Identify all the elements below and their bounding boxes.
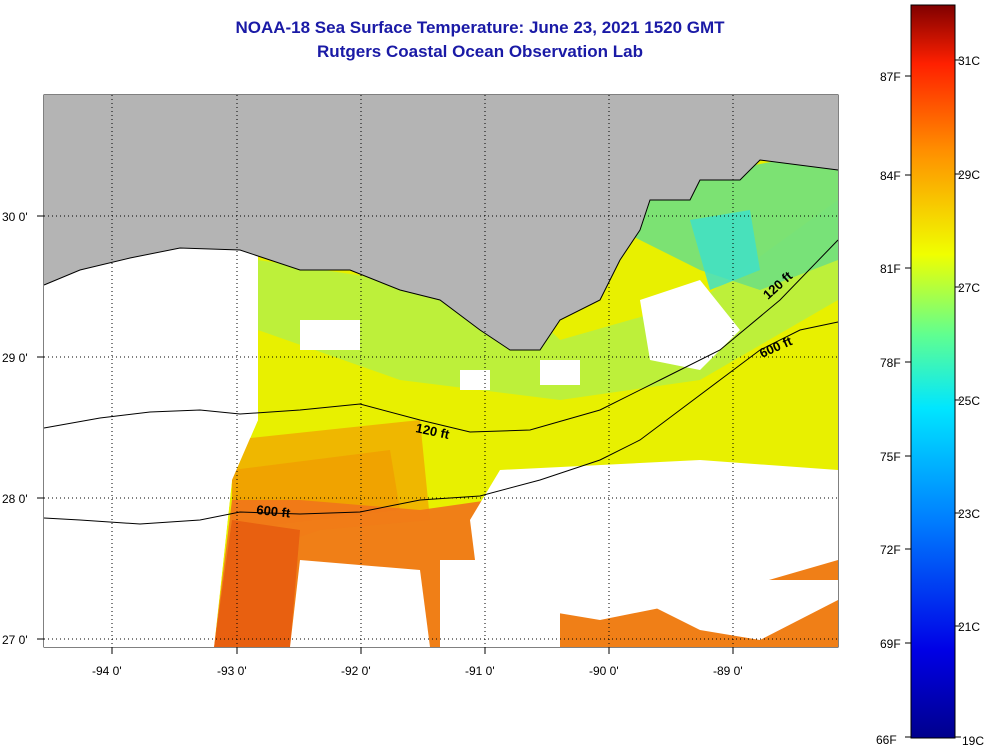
colorbar xyxy=(910,4,956,739)
colorbar-label-c: 21C xyxy=(958,620,980,634)
sst-imagery xyxy=(44,95,838,647)
land-mass xyxy=(44,95,838,350)
grid-lines xyxy=(44,95,838,647)
colorbar-label-f: 69F xyxy=(880,637,901,651)
colorbar-label-c: 23C xyxy=(958,507,980,521)
x-tick-label: -91 0' xyxy=(465,664,495,678)
contour-600ft xyxy=(43,321,839,525)
contour-label-600-west: 600 ft xyxy=(256,502,292,521)
x-tick-label: -90 0' xyxy=(589,664,619,678)
map-title: NOAA-18 Sea Surface Temperature: June 23… xyxy=(235,18,725,37)
colorbar-label-f: 81F xyxy=(880,262,901,276)
colorbar-label-c: 31C xyxy=(958,54,980,68)
contour-120ft xyxy=(43,239,839,433)
x-tick-label: -93 0' xyxy=(217,664,247,678)
colorbar-label-c: 27C xyxy=(958,281,980,295)
colorbar-label-c: 29C xyxy=(958,168,980,182)
colorbar-label-f: 72F xyxy=(880,543,901,557)
y-tick-label: 30 0' xyxy=(2,210,28,224)
y-tick-label: 28 0' xyxy=(2,492,28,506)
y-tick-label: 27 0' xyxy=(2,633,28,647)
colorbar-label-f: 87F xyxy=(880,70,901,84)
y-tick-label: 29 0' xyxy=(2,351,28,365)
colorbar-label-f: 75F xyxy=(880,450,901,464)
colorbar-label-f: 66F xyxy=(876,733,897,747)
colorbar-label-f: 78F xyxy=(880,356,901,370)
x-tick-label: -89 0' xyxy=(713,664,743,678)
contour-label-120-south: 120 ft xyxy=(414,420,451,442)
axis-ticks xyxy=(37,215,734,654)
colorbar-ticks xyxy=(905,59,961,738)
colorbar-label-c: 25C xyxy=(958,394,980,408)
colorbar-label-f: 84F xyxy=(880,169,901,183)
x-tick-label: -92 0' xyxy=(341,664,371,678)
map-subtitle: Rutgers Coastal Ocean Observation Lab xyxy=(317,42,643,61)
x-tick-label: -94 0' xyxy=(92,664,122,678)
colorbar-label-c: 19C xyxy=(962,734,984,748)
coastline xyxy=(43,159,839,351)
